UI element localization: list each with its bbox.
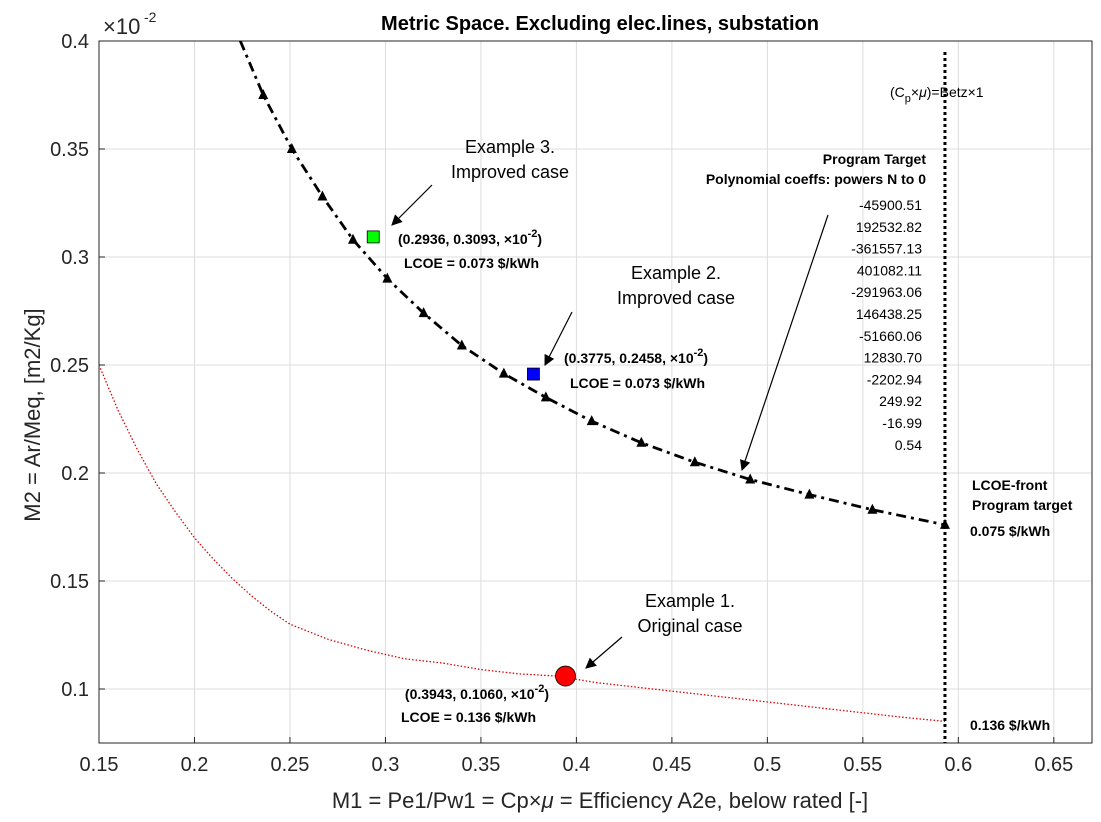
- example-2-arrow: [544, 311, 573, 366]
- series-marker: [498, 367, 509, 378]
- y-tick-label: 0.1: [61, 679, 89, 701]
- y-exponent: ×10 -2: [103, 9, 157, 39]
- poly-title: Program Target: [823, 151, 927, 167]
- front-value: 0.075 $/kWh: [970, 523, 1050, 539]
- poly-coeff: 0.54: [895, 437, 922, 453]
- y-tick-label: 0.2: [61, 463, 89, 485]
- example-1-coords: (0.3943, 0.1060, ×10-2): [405, 683, 549, 702]
- poly-coeff: 146438.25: [856, 306, 922, 322]
- x-tick-label: 0.3: [372, 754, 400, 776]
- series-marker: [636, 436, 647, 447]
- betz-label-text: (Cp×μ)=Betz×1: [890, 84, 984, 105]
- example-point-1: [555, 665, 576, 687]
- y-tick-label: 0.4: [61, 31, 89, 53]
- poly-coeff: 192532.82: [856, 219, 922, 235]
- example-1-label: Example 1.: [645, 591, 735, 611]
- poly-coeff: -51660.06: [859, 328, 922, 344]
- x-tick-label: 0.2: [181, 754, 209, 776]
- svg-text:×10: ×10: [103, 14, 140, 39]
- series-marker: [939, 518, 950, 529]
- example-3-label: Example 3.: [465, 137, 555, 157]
- example-point-2: [527, 367, 540, 381]
- y-tick-label: 0.15: [50, 571, 89, 593]
- x-tick-label: 0.25: [270, 754, 309, 776]
- y-tick-label: 0.3: [61, 247, 89, 269]
- plot-frame: [98, 40, 1093, 744]
- poly-coeff: -2202.94: [867, 371, 922, 387]
- series-marker: [540, 391, 551, 402]
- poly-coeff: -291963.06: [851, 284, 922, 300]
- coord-label: (0.3943, 0.1060, ×10-2): [405, 683, 549, 702]
- series-marker: [456, 339, 467, 350]
- front-sublabel: Program target: [972, 497, 1073, 513]
- example-1-lcoe: LCOE = 0.136 $/kWh: [401, 709, 536, 725]
- series-marker: [347, 233, 358, 244]
- example-2-coords: (0.3775, 0.2458, ×10-2): [564, 347, 708, 366]
- poly-subtitle: Polynomial coeffs: powers N to 0: [706, 171, 926, 187]
- poly-coeff: -45900.51: [859, 197, 922, 213]
- poly-coeff: -361557.13: [851, 241, 922, 257]
- poly-coeff: 401082.11: [857, 262, 922, 278]
- series-layer: [98, 40, 950, 743]
- series-marker: [317, 190, 328, 201]
- example-2-label: Example 2.: [631, 263, 721, 283]
- chart-title: Metric Space. Excluding elec.lines, subs…: [381, 13, 819, 35]
- series-line-1: [239, 40, 946, 527]
- axis-ticks: 0.15 0.2 0.25 0.3 0.35 0.4 0.45 0.5 0.55 0.6 0.65 0…: [50, 31, 1073, 776]
- y-tick-label: 0.35: [50, 139, 89, 161]
- betz-label: (Cp×μ)=Betz×1: [890, 84, 984, 105]
- x-axis-label: M1 = Pe1/Pw1 = Cp×μ = Efficiency A2e, be…: [332, 788, 868, 813]
- example-1-sublabel: Original case: [637, 616, 742, 636]
- poly-arrow: [739, 214, 829, 472]
- grid-lines: [98, 40, 1092, 743]
- example-3-sublabel: Improved case: [451, 162, 569, 182]
- example-3-arrow: [391, 184, 433, 226]
- annotations-layer: Example 3. Improved case (0.2936, 0.3093, …: [391, 84, 1073, 733]
- x-tick-label: 0.4: [562, 754, 590, 776]
- y-axis-label: M2 = Ar/Meq, [m2/Kg]: [20, 308, 45, 521]
- x-tick-label: 0.45: [652, 754, 691, 776]
- coord-label: (0.2936, 0.3093, ×10-2): [398, 228, 542, 247]
- poly-coeff: -16.99: [882, 415, 922, 431]
- x-tick-label: 0.55: [843, 754, 882, 776]
- x-tick-label: 0.65: [1034, 754, 1073, 776]
- poly-coeff: 249.92: [879, 393, 922, 409]
- series-marker: [804, 488, 815, 499]
- series-marker: [382, 272, 393, 283]
- series-marker: [689, 456, 700, 467]
- series-marker: [745, 473, 756, 484]
- svg-text:-2: -2: [144, 9, 157, 25]
- coord-label: (0.3775, 0.2458, ×10-2): [564, 347, 708, 366]
- example-1-arrow: [585, 636, 623, 669]
- y-tick-label: 0.25: [50, 355, 89, 377]
- example-3-coords: (0.2936, 0.3093, ×10-2): [398, 228, 542, 247]
- x-tick-label: 0.6: [944, 754, 972, 776]
- example-2-sublabel: Improved case: [617, 288, 735, 308]
- poly-coeff: 12830.70: [864, 350, 923, 366]
- series-marker: [867, 503, 878, 514]
- x-tick-label: 0.35: [461, 754, 500, 776]
- example-3-lcoe: LCOE = 0.073 $/kWh: [404, 255, 539, 271]
- series-marker: [418, 307, 429, 318]
- example-2-lcoe: LCOE = 0.073 $/kWh: [570, 375, 705, 391]
- example-point-3: [366, 230, 380, 244]
- series-marker: [286, 143, 297, 153]
- front-label: LCOE-front: [972, 477, 1048, 493]
- x-tick-label: 0.5: [753, 754, 781, 776]
- red-curve-value: 0.136 $/kWh: [970, 717, 1050, 733]
- series-line-2: [98, 364, 946, 723]
- x-tick-label: 0.15: [80, 754, 119, 776]
- series-marker: [258, 89, 269, 99]
- series-marker: [586, 415, 597, 426]
- points-layer: [366, 230, 576, 687]
